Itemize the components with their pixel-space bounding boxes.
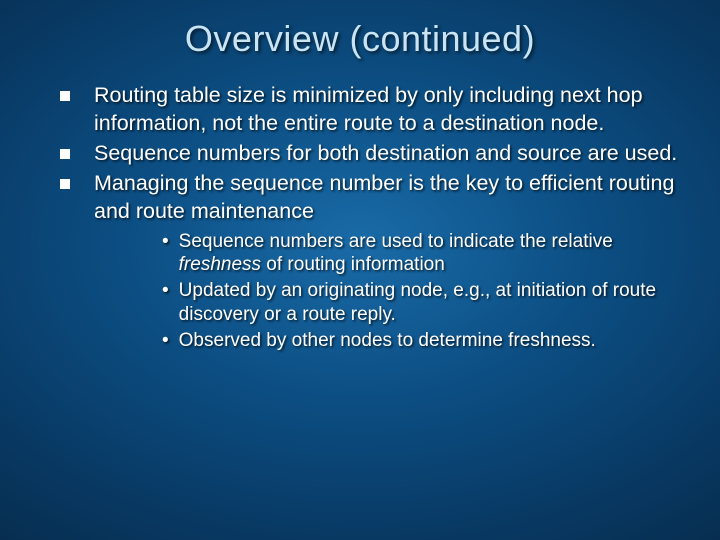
square-bullet-icon — [60, 91, 70, 101]
bullet-text: Sequence numbers for both destination an… — [94, 140, 677, 168]
text-italic: freshness — [179, 254, 261, 275]
dot-bullet-icon: • — [162, 230, 169, 254]
sub-bullet-text: Observed by other nodes to determine fre… — [179, 329, 596, 353]
main-bullet-list: Routing table size is minimized by only … — [60, 82, 680, 226]
list-item: Routing table size is minimized by only … — [60, 82, 680, 138]
bullet-text: Routing table size is minimized by only … — [94, 82, 680, 138]
slide-content: Routing table size is minimized by only … — [0, 60, 720, 352]
list-item: Sequence numbers for both destination an… — [60, 140, 680, 168]
list-item: Managing the sequence number is the key … — [60, 170, 680, 226]
square-bullet-icon — [60, 179, 70, 189]
sub-bullet-text: Updated by an originating node, e.g., at… — [179, 279, 680, 327]
list-item: • Sequence numbers are used to indicate … — [162, 230, 680, 278]
sub-bullet-text: Sequence numbers are used to indicate th… — [179, 230, 680, 278]
text-prefix: Updated by an originating node, e.g., at… — [179, 280, 656, 325]
slide-title: Overview (continued) — [0, 0, 720, 60]
dot-bullet-icon: • — [162, 329, 169, 353]
dot-bullet-icon: • — [162, 279, 169, 303]
bullet-text: Managing the sequence number is the key … — [94, 170, 680, 226]
text-suffix: of routing information — [261, 254, 445, 275]
sub-bullet-list: • Sequence numbers are used to indicate … — [60, 230, 680, 353]
text-prefix: Sequence numbers are used to indicate th… — [179, 231, 613, 252]
slide: Overview (continued) Routing table size … — [0, 0, 720, 540]
text-prefix: Observed by other nodes to determine fre… — [179, 330, 596, 351]
list-item: • Updated by an originating node, e.g., … — [162, 279, 680, 327]
list-item: • Observed by other nodes to determine f… — [162, 329, 680, 353]
square-bullet-icon — [60, 149, 70, 159]
